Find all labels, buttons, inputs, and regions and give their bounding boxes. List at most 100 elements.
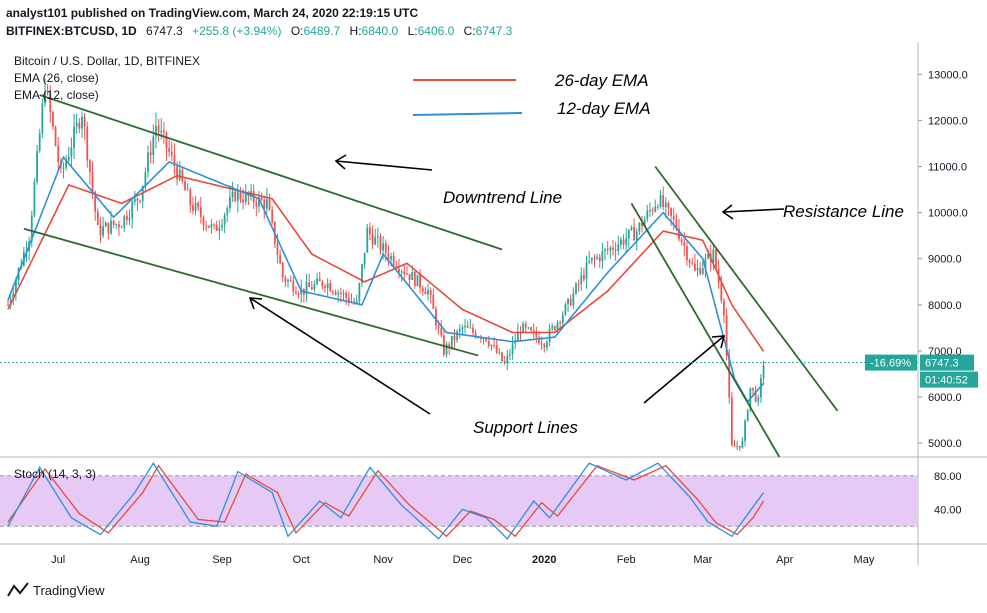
resistance-trendline xyxy=(654,165,839,412)
candle-body xyxy=(622,239,625,245)
candle-body xyxy=(147,152,149,173)
downtrend-arrow-head xyxy=(334,154,347,170)
candle-body xyxy=(305,282,308,295)
candle-body xyxy=(469,327,472,329)
y-tick-label: 8000.0 xyxy=(928,300,962,312)
candle-body xyxy=(104,222,107,227)
candle-body xyxy=(70,147,73,157)
candle-body xyxy=(7,304,9,306)
candle-body xyxy=(662,195,665,208)
candle-body xyxy=(635,231,638,241)
candle-body xyxy=(229,197,231,209)
candle-body xyxy=(413,272,416,287)
candle-body xyxy=(369,227,371,235)
x-tick-label: Apr xyxy=(776,554,793,566)
candle-body xyxy=(73,126,75,148)
candle-body xyxy=(202,217,205,226)
candle-body xyxy=(313,284,316,290)
support-annotation: Support Lines xyxy=(473,418,578,437)
candle-body xyxy=(215,224,218,231)
candle-body xyxy=(612,247,614,250)
candle-body xyxy=(112,220,115,226)
candle-body xyxy=(115,224,118,226)
candle-body xyxy=(598,256,601,262)
candle-body xyxy=(189,189,192,206)
legend-12-label: 12-day EMA xyxy=(557,99,651,118)
candle-body xyxy=(168,148,171,152)
candle-body xyxy=(371,234,374,245)
candle-body xyxy=(295,291,297,294)
x-tick-label: Nov xyxy=(373,554,393,566)
open-label: O: xyxy=(291,24,304,38)
candle-body xyxy=(548,328,551,343)
candle-body xyxy=(569,298,572,306)
candle-body xyxy=(736,445,739,447)
candle-body xyxy=(271,209,274,222)
candle-body xyxy=(474,332,477,338)
candle-body xyxy=(242,199,245,203)
candle-body xyxy=(400,271,403,273)
low-label: L: xyxy=(408,24,418,38)
candle-body xyxy=(12,293,15,300)
candle-body xyxy=(456,331,459,340)
candle-body xyxy=(379,236,382,251)
candle-body xyxy=(210,224,213,228)
candle-body xyxy=(593,257,596,259)
candle-body xyxy=(487,340,490,346)
candle-body xyxy=(125,215,128,221)
candle-body xyxy=(688,260,691,264)
candle-body xyxy=(99,224,102,236)
candle-body xyxy=(165,132,168,149)
candle-body xyxy=(730,397,733,446)
rebound-arrow-head xyxy=(711,335,726,349)
ema12-indicator-label: EMA (12, close) xyxy=(14,88,99,102)
candle-body xyxy=(725,315,728,356)
candle-body xyxy=(509,354,511,356)
candle-body xyxy=(276,244,279,255)
candle-body xyxy=(651,210,654,212)
candle-body xyxy=(583,275,585,280)
footer-brand[interactable]: TradingView xyxy=(33,583,105,598)
candle-body xyxy=(398,268,400,273)
candle-body xyxy=(15,280,17,294)
ema26-indicator-label: EMA (26, close) xyxy=(14,71,99,85)
y-tick-label: 13000.0 xyxy=(928,69,968,81)
candle-body xyxy=(696,268,699,271)
candle-body xyxy=(561,314,564,324)
candle-body xyxy=(712,249,715,263)
stoch-band xyxy=(0,475,918,527)
candle-body xyxy=(701,268,704,275)
candle-body xyxy=(450,335,453,348)
candle-body xyxy=(120,227,123,229)
candle-body xyxy=(279,254,282,264)
candle-body xyxy=(44,92,46,104)
candle-body xyxy=(392,256,395,266)
candle-body xyxy=(287,280,289,282)
candle-body xyxy=(186,189,189,191)
candle-body xyxy=(614,249,617,251)
candle-body xyxy=(181,169,184,182)
candle-body xyxy=(723,300,725,316)
candle-body xyxy=(686,246,688,261)
tradingview-logo-icon[interactable] xyxy=(7,582,29,597)
stoch-k-line xyxy=(7,461,765,540)
candle-body xyxy=(324,286,326,288)
candle-body xyxy=(192,205,194,211)
candle-body xyxy=(36,150,38,183)
candle-body xyxy=(670,207,672,216)
candle-body xyxy=(490,344,493,346)
candle-body xyxy=(715,249,717,269)
candle-body xyxy=(543,344,546,348)
candle-body xyxy=(427,290,429,295)
candle-body xyxy=(667,202,670,208)
candle-body xyxy=(384,243,387,254)
resistance-arrow xyxy=(722,208,785,213)
candle-body xyxy=(506,355,509,364)
candle-body xyxy=(226,208,229,216)
candle-body xyxy=(78,122,81,129)
candle-body xyxy=(334,292,337,295)
chart-title: Bitcoin / U.S. Dollar, 1D, BITFINEX xyxy=(14,54,200,68)
candle-body xyxy=(128,217,131,221)
candle-body xyxy=(596,256,599,259)
